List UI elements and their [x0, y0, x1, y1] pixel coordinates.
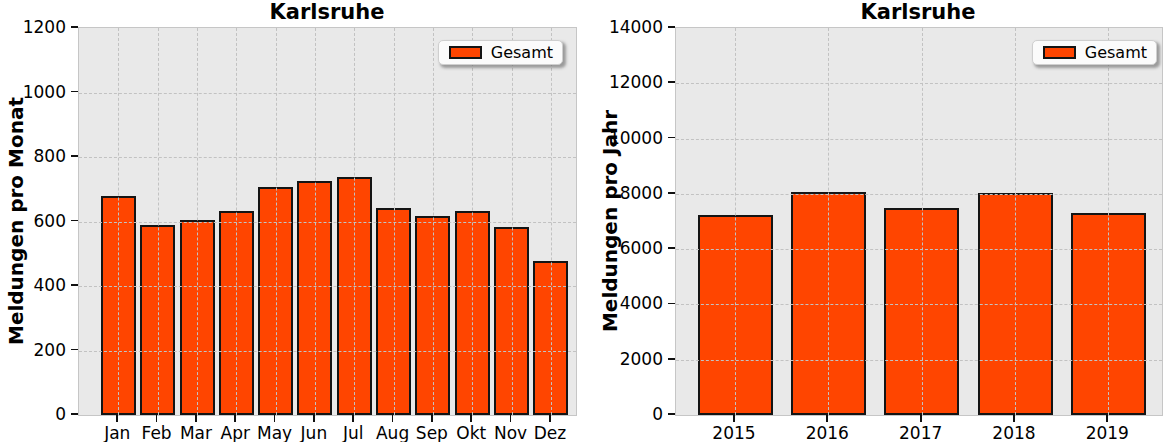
- y-tick-label: 4000: [591, 293, 663, 313]
- y-tick-label: 12000: [591, 72, 663, 92]
- y-tick-mark: [668, 81, 675, 83]
- x-tick-mark: [1013, 415, 1015, 422]
- x-tick-mark: [392, 415, 394, 422]
- bar-Sep: [415, 216, 450, 415]
- y-tick-mark: [668, 303, 675, 305]
- x-tick-mark: [195, 415, 197, 422]
- y-tick-label: 8000: [591, 183, 663, 203]
- x-tick-mark: [470, 415, 472, 422]
- bar-Nov: [494, 227, 529, 415]
- bar-Jul: [337, 177, 372, 415]
- bar-Okt: [455, 211, 490, 415]
- y-tick-label: 14000: [591, 17, 663, 37]
- bar-May: [258, 187, 293, 415]
- x-tick-mark: [510, 415, 512, 422]
- y-tick-mark: [668, 413, 675, 415]
- y-tick-label: 10000: [591, 128, 663, 148]
- y-tick-mark: [71, 91, 78, 93]
- y-tick-label: 200: [0, 340, 66, 360]
- y-tick-label: 1000: [0, 82, 66, 102]
- x-tick-label: Dez: [515, 423, 585, 442]
- y-tick-mark: [71, 349, 78, 351]
- y-tick-label: 800: [0, 146, 66, 166]
- bar-Feb: [140, 225, 175, 415]
- legend-label: Gesamt: [1085, 45, 1147, 61]
- bar-Aug: [376, 208, 411, 415]
- y-tick-mark: [71, 284, 78, 286]
- plot-area: Gesamt: [675, 27, 1163, 416]
- y-tick-mark: [668, 247, 675, 249]
- bars-layer: [79, 28, 576, 415]
- bar-Jun: [297, 181, 332, 416]
- bar-Mar: [180, 220, 215, 415]
- bar-Dez: [533, 261, 568, 415]
- legend-swatch-gesamt: [1043, 46, 1076, 59]
- figure-canvas: Karlsruhe Meldungen pro Monat Gesamt 020…: [0, 0, 1164, 442]
- y-tick-label: 2000: [591, 349, 663, 369]
- y-tick-label: 400: [0, 275, 66, 295]
- bar-2015: [698, 215, 773, 415]
- y-tick-label: 6000: [591, 238, 663, 258]
- bars-layer: [676, 28, 1162, 415]
- y-tick-label: 0: [0, 404, 66, 424]
- x-tick-mark: [156, 415, 158, 422]
- x-tick-mark: [920, 415, 922, 422]
- x-tick-mark: [116, 415, 118, 422]
- bar-2016: [791, 192, 866, 415]
- y-tick-mark: [71, 155, 78, 157]
- x-tick-label: 2016: [792, 423, 862, 442]
- x-tick-mark: [431, 415, 433, 422]
- y-tick-label: 0: [591, 404, 663, 424]
- y-tick-mark: [71, 26, 78, 28]
- y-tick-mark: [71, 220, 78, 222]
- y-tick-label: 600: [0, 211, 66, 231]
- y-tick-mark: [668, 192, 675, 194]
- x-tick-mark: [826, 415, 828, 422]
- x-tick-mark: [234, 415, 236, 422]
- x-tick-mark: [313, 415, 315, 422]
- y-tick-mark: [668, 26, 675, 28]
- x-tick-label: 2017: [886, 423, 956, 442]
- legend: Gesamt: [1032, 40, 1157, 65]
- x-tick-label: 2018: [979, 423, 1049, 442]
- legend-label: Gesamt: [491, 45, 553, 61]
- x-tick-mark: [549, 415, 551, 422]
- x-tick-label: 2019: [1072, 423, 1142, 442]
- legend-swatch-gesamt: [449, 46, 482, 59]
- x-tick-mark: [1106, 415, 1108, 422]
- x-tick-label: 2015: [699, 423, 769, 442]
- x-tick-mark: [274, 415, 276, 422]
- bar-2019: [1071, 213, 1146, 415]
- page-title: Karlsruhe: [270, 0, 385, 24]
- bar-Jan: [101, 196, 136, 415]
- y-tick-label: 1200: [0, 17, 66, 37]
- x-tick-mark: [733, 415, 735, 422]
- plot-area: Gesamt: [78, 27, 577, 416]
- x-tick-mark: [352, 415, 354, 422]
- bar-Apr: [219, 211, 254, 415]
- y-tick-mark: [71, 413, 78, 415]
- y-tick-mark: [668, 137, 675, 139]
- page-title: Karlsruhe: [861, 0, 976, 24]
- bar-2018: [978, 193, 1053, 415]
- bar-2017: [884, 208, 959, 415]
- legend: Gesamt: [438, 40, 563, 65]
- y-tick-mark: [668, 358, 675, 360]
